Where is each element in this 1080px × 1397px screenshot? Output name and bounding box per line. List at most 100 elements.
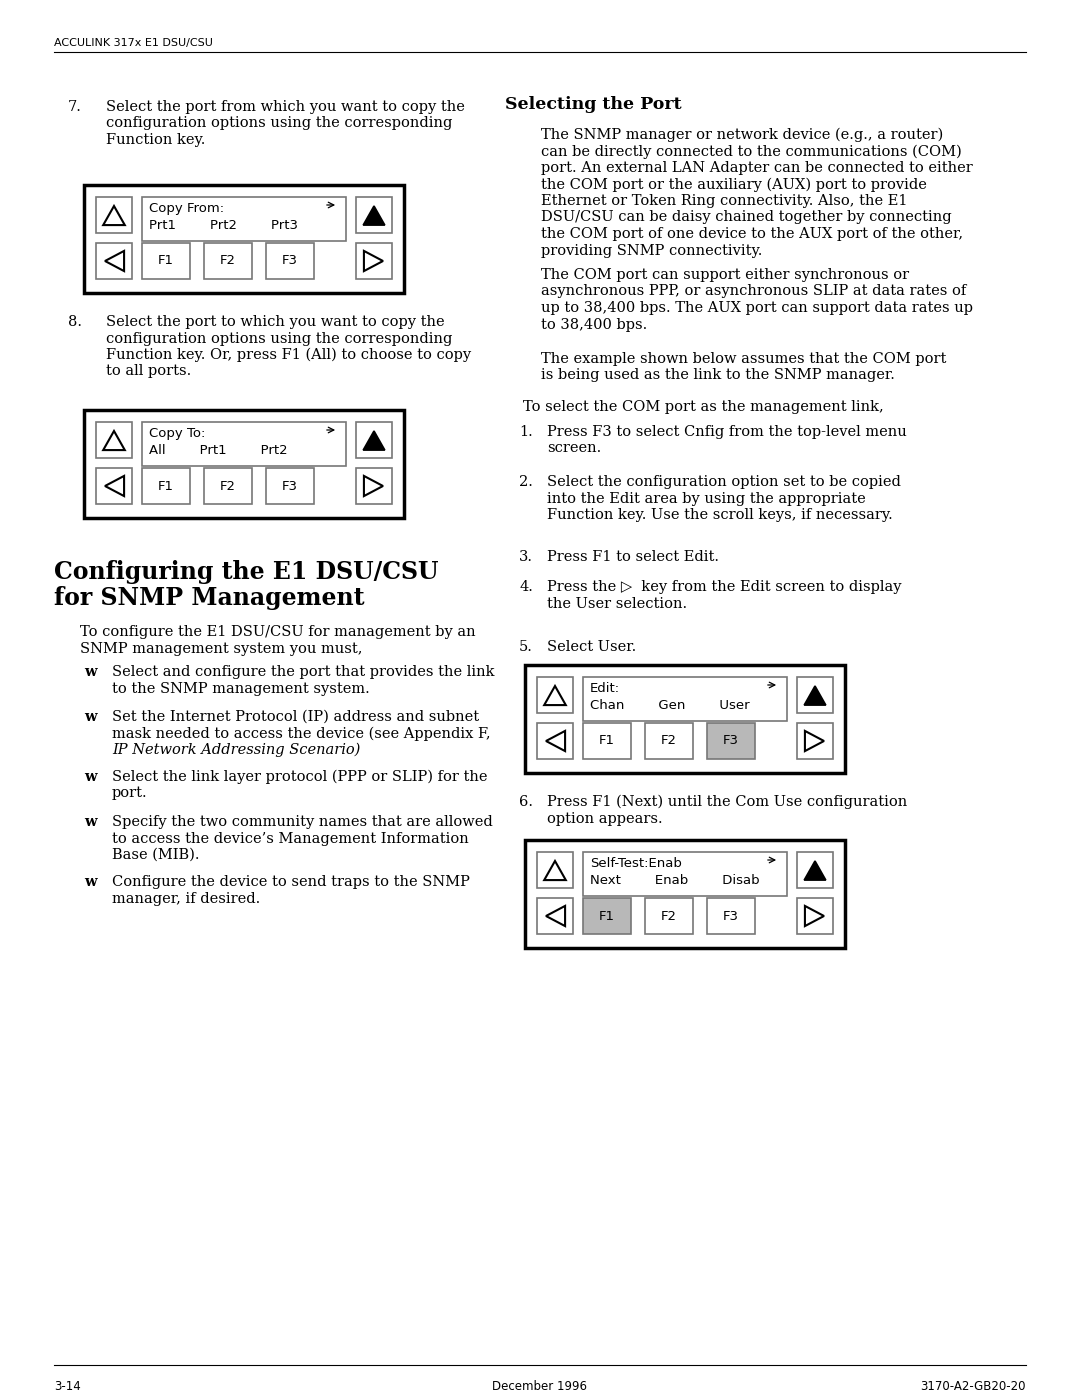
Bar [537, 724, 573, 759]
Text: Select User.: Select User. [546, 640, 636, 654]
Bar [583, 724, 631, 759]
Text: Ethernet or Token Ring connectivity. Also, the E1: Ethernet or Token Ring connectivity. Als… [541, 194, 907, 208]
Text: Press F1 to select Edit.: Press F1 to select Edit. [546, 550, 719, 564]
Bar [356, 468, 392, 504]
Text: 1.: 1. [519, 425, 532, 439]
Text: F1: F1 [599, 735, 615, 747]
Text: 5.: 5. [519, 640, 532, 654]
Text: F1: F1 [158, 479, 174, 493]
Text: All        Prt1        Prt2: All Prt1 Prt2 [149, 444, 287, 457]
Text: to all ports.: to all ports. [106, 365, 191, 379]
Text: to the SNMP management system.: to the SNMP management system. [112, 682, 369, 696]
Bar [797, 898, 833, 935]
Text: 7.: 7. [68, 101, 82, 115]
Bar [645, 724, 693, 759]
Text: the COM port or the auxiliary (AUX) port to provide: the COM port or the auxiliary (AUX) port… [541, 177, 927, 191]
Text: F3: F3 [723, 735, 739, 747]
Text: Selecting the Port: Selecting the Port [505, 96, 681, 113]
Text: 4.: 4. [519, 580, 532, 594]
Bar [797, 678, 833, 712]
Text: Base (MIB).: Base (MIB). [112, 848, 200, 862]
Text: Set the Internet Protocol (IP) address and subnet: Set the Internet Protocol (IP) address a… [112, 710, 480, 724]
Text: Copy From:: Copy From: [149, 203, 225, 215]
Bar [537, 852, 573, 888]
Text: port. An external LAN Adapter can be connected to either: port. An external LAN Adapter can be con… [541, 161, 973, 175]
Text: Press F1 (Next) until the Com Use configuration: Press F1 (Next) until the Com Use config… [546, 795, 907, 809]
Text: F2: F2 [661, 909, 677, 922]
Text: IP Network Addressing Scenario): IP Network Addressing Scenario) [112, 743, 361, 757]
Bar [645, 898, 693, 935]
Text: Configure the device to send traps to the SNMP: Configure the device to send traps to th… [112, 875, 470, 888]
Polygon shape [805, 686, 826, 705]
Text: DSU/CSU can be daisy chained together by connecting: DSU/CSU can be daisy chained together by… [541, 211, 951, 225]
Bar [583, 678, 787, 721]
Text: December 1996: December 1996 [492, 1380, 588, 1393]
Bar [583, 852, 787, 895]
Bar [141, 243, 190, 279]
Text: F1: F1 [158, 254, 174, 267]
Bar [84, 409, 404, 518]
Text: F2: F2 [661, 735, 677, 747]
Text: screen.: screen. [546, 441, 602, 455]
Bar [797, 724, 833, 759]
Text: F2: F2 [220, 254, 237, 267]
Bar [356, 197, 392, 233]
Bar [204, 243, 252, 279]
Text: F3: F3 [282, 479, 298, 493]
Text: Function key. Use the scroll keys, if necessary.: Function key. Use the scroll keys, if ne… [546, 509, 893, 522]
Text: 3-14: 3-14 [54, 1380, 81, 1393]
Bar [96, 197, 132, 233]
Bar [537, 898, 573, 935]
Text: Press the ▷  key from the Edit screen to display: Press the ▷ key from the Edit screen to … [546, 580, 902, 594]
Bar [537, 678, 573, 712]
Text: To select the COM port as the management link,: To select the COM port as the management… [523, 400, 883, 414]
Bar [356, 422, 392, 458]
Text: mask needed to access the device (see Appendix F,: mask needed to access the device (see Ap… [112, 726, 490, 740]
Text: into the Edit area by using the appropriate: into the Edit area by using the appropri… [546, 492, 866, 506]
Bar [204, 468, 252, 504]
Bar [96, 422, 132, 458]
Polygon shape [805, 861, 826, 880]
Text: Select and configure the port that provides the link: Select and configure the port that provi… [112, 665, 495, 679]
Text: 6.: 6. [519, 795, 534, 809]
Bar [525, 840, 845, 949]
Text: Self-Test:Enab: Self-Test:Enab [590, 856, 681, 870]
Text: Configuring the E1 DSU/CSU: Configuring the E1 DSU/CSU [54, 560, 438, 584]
Text: the COM port of one device to the AUX port of the other,: the COM port of one device to the AUX po… [541, 226, 963, 242]
Text: F3: F3 [282, 254, 298, 267]
Text: Select the port to which you want to copy the: Select the port to which you want to cop… [106, 314, 445, 330]
Text: ACCULINK 317x E1 DSU/CSU: ACCULINK 317x E1 DSU/CSU [54, 38, 213, 47]
Bar [356, 243, 392, 279]
Text: The SNMP manager or network device (e.g., a router): The SNMP manager or network device (e.g.… [541, 129, 943, 142]
Text: w: w [84, 814, 96, 828]
Polygon shape [363, 205, 384, 225]
Bar [141, 422, 346, 467]
Bar [583, 898, 631, 935]
Text: the User selection.: the User selection. [546, 597, 687, 610]
Text: option appears.: option appears. [546, 812, 663, 826]
Text: F1: F1 [599, 909, 615, 922]
Text: Edit:: Edit: [590, 682, 620, 694]
Polygon shape [363, 432, 384, 450]
Text: Chan        Gen        User: Chan Gen User [590, 698, 750, 712]
Text: 8.: 8. [68, 314, 82, 330]
Text: Press F3 to select Cnfig from the top-level menu: Press F3 to select Cnfig from the top-le… [546, 425, 907, 439]
Text: providing SNMP connectivity.: providing SNMP connectivity. [541, 243, 762, 257]
Bar [84, 184, 404, 293]
Text: The example shown below assumes that the COM port: The example shown below assumes that the… [541, 352, 946, 366]
Text: port.: port. [112, 787, 148, 800]
Bar [707, 724, 755, 759]
Text: configuration options using the corresponding: configuration options using the correspo… [106, 116, 453, 130]
Text: To configure the E1 DSU/CSU for management by an: To configure the E1 DSU/CSU for manageme… [80, 624, 475, 638]
Bar [96, 243, 132, 279]
Text: Select the port from which you want to copy the: Select the port from which you want to c… [106, 101, 464, 115]
Text: Select the link layer protocol (PPP or SLIP) for the: Select the link layer protocol (PPP or S… [112, 770, 487, 784]
Text: can be directly connected to the communications (COM): can be directly connected to the communi… [541, 144, 962, 159]
Text: manager, if desired.: manager, if desired. [112, 891, 260, 905]
Bar [96, 468, 132, 504]
Text: w: w [84, 875, 96, 888]
Text: to 38,400 bps.: to 38,400 bps. [541, 317, 647, 331]
Text: Function key.: Function key. [106, 133, 205, 147]
Bar [797, 852, 833, 888]
Text: for SNMP Management: for SNMP Management [54, 585, 365, 610]
